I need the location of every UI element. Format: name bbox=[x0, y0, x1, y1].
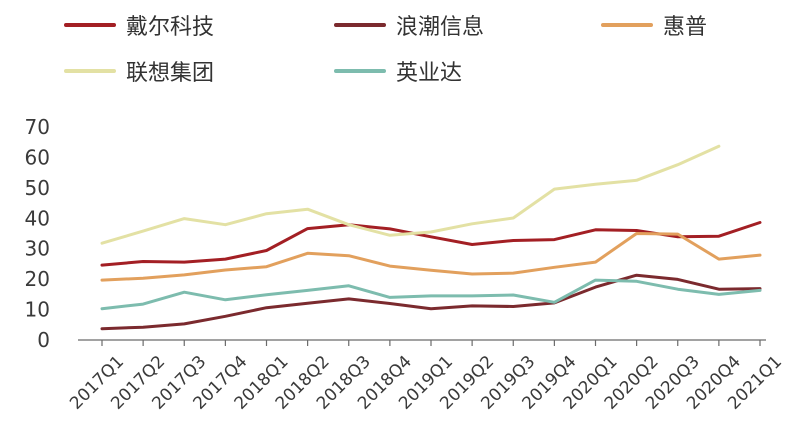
legend-swatch-2 bbox=[601, 23, 653, 27]
series-line-0 bbox=[100, 221, 762, 267]
legend-item-0: 戴尔科技 bbox=[64, 10, 214, 40]
y-axis: 0 10 20 30 40 50 60 70 bbox=[25, 115, 50, 352]
y-tick-label-70: 70 bbox=[25, 115, 50, 139]
legend: 戴尔科技 浪潮信息 惠普 联想集团 英业达 bbox=[0, 0, 800, 100]
series-line-4 bbox=[100, 278, 762, 311]
legend-swatch-4 bbox=[334, 69, 386, 73]
legend-swatch-1 bbox=[334, 23, 386, 27]
legend-label-2: 惠普 bbox=[663, 15, 708, 40]
series-line-2 bbox=[100, 232, 762, 282]
legend-item-2: 惠普 bbox=[601, 10, 707, 40]
y-tick-label-50: 50 bbox=[25, 176, 50, 200]
series-line-1 bbox=[100, 273, 762, 331]
legend-label-4: 英业达 bbox=[396, 61, 463, 86]
y-tick-label-10: 10 bbox=[25, 298, 50, 322]
legend-swatch-0 bbox=[64, 23, 116, 27]
y-tick-label-20: 20 bbox=[25, 267, 50, 291]
y-tick-label-30: 30 bbox=[25, 237, 50, 261]
x-axis: 2017Q12017Q22017Q32017Q42018Q12018Q22018… bbox=[66, 339, 786, 414]
legend-label-0: 戴尔科技 bbox=[126, 15, 215, 40]
legend-item-3: 联想集团 bbox=[64, 56, 214, 86]
legend-label-3: 联想集团 bbox=[126, 61, 215, 86]
legend-item-1: 浪潮信息 bbox=[334, 10, 484, 40]
y-tick-label-40: 40 bbox=[25, 206, 50, 230]
series-layer bbox=[100, 144, 762, 331]
legend-item-4: 英业达 bbox=[334, 56, 462, 86]
y-tick-label-0: 0 bbox=[37, 328, 50, 352]
series-line-3 bbox=[100, 144, 721, 245]
legend-label-1: 浪潮信息 bbox=[396, 15, 485, 40]
y-tick-label-60: 60 bbox=[25, 145, 50, 169]
legend-swatch-3 bbox=[64, 69, 116, 73]
